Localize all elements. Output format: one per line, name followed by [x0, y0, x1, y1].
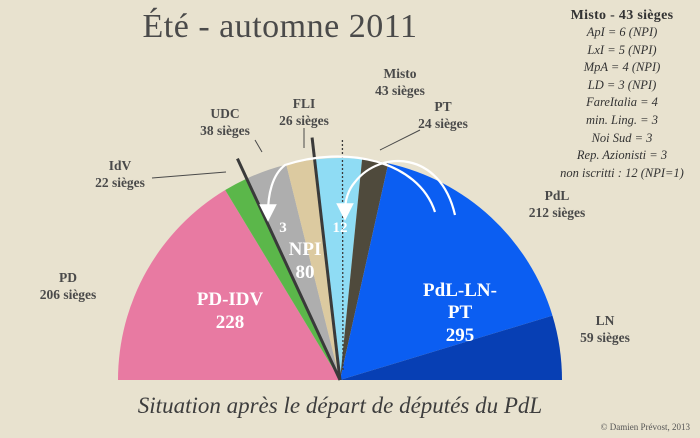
slice-pdl — [340, 163, 553, 380]
credit: © Damien Prévost, 2013 — [600, 422, 690, 432]
bloc-name: PdL-LN- — [423, 280, 497, 301]
misto-row: LxI = 5 (NPI) — [587, 42, 657, 57]
slice-pt — [340, 159, 389, 380]
chart-title: Été - automne 2011 — [142, 8, 418, 45]
party-seats-label: 212 sièges — [529, 205, 586, 220]
party-seats-label: 38 sièges — [200, 123, 250, 138]
misto-row: FareItalia = 4 — [586, 95, 658, 110]
party-seats-label: 43 sièges — [375, 83, 425, 98]
party-seats-label: 24 sièges — [418, 116, 468, 131]
bloc-value: 295 — [446, 325, 475, 346]
party-label: Misto — [384, 66, 417, 81]
slice-pd — [117, 189, 340, 380]
bloc-name: NPI — [289, 239, 322, 260]
transfer-arrow-to-udc — [259, 155, 437, 222]
misto-row: non iscritti : 12 (NPI=1) — [560, 165, 684, 180]
misto-leader-line — [341, 138, 344, 371]
party-label: PdL — [545, 188, 570, 203]
party-label: UDC — [210, 106, 239, 121]
label-leader-line — [151, 171, 227, 179]
transfer-arrow-to-misto — [336, 160, 457, 221]
party-label: LN — [596, 313, 615, 328]
misto-row: ApI = 6 (NPI) — [586, 25, 658, 39]
misto-row: Noi Sud = 3 — [591, 130, 653, 145]
bloc-name: PT — [448, 302, 473, 323]
transfer-label: 3 — [279, 220, 287, 236]
party-seats-label: 59 sièges — [580, 330, 630, 345]
label-leader-line — [379, 129, 421, 151]
party-label: FLI — [293, 96, 316, 111]
party-seats-label: 22 sièges — [95, 175, 145, 190]
slice-idv — [225, 178, 340, 380]
bloc-value: 228 — [216, 312, 245, 333]
misto-heading: Misto - 43 sièges — [570, 8, 674, 23]
misto-row: MpA = 4 (NPI) — [583, 60, 661, 75]
party-label: PT — [434, 99, 451, 114]
misto-row: min. Ling. = 3 — [586, 112, 658, 127]
party-label: PD — [59, 270, 77, 285]
bloc-separator-line — [310, 137, 342, 381]
party-seats-label: 26 sièges — [279, 113, 329, 128]
misto-row: Rep. Azionisti = 3 — [576, 148, 668, 163]
misto-breakdown: Misto - 43 sièges ApI = 6 (NPI) LxI = 5 … — [548, 8, 696, 182]
chart-subtitle: Situation après le départ de députés du … — [137, 393, 543, 418]
slice-fli — [286, 159, 340, 380]
label-leader-line — [254, 139, 263, 153]
party-seats-label: 206 sièges — [40, 287, 97, 302]
misto-row: LD = 3 (NPI) — [587, 77, 657, 92]
bloc-value: 80 — [296, 262, 315, 283]
bloc-separator-line — [236, 157, 342, 381]
bloc-name: PD-IDV — [197, 289, 264, 310]
party-label: IdV — [109, 158, 132, 173]
transfer-label: 12 — [333, 220, 348, 236]
slice-ln — [340, 315, 562, 380]
